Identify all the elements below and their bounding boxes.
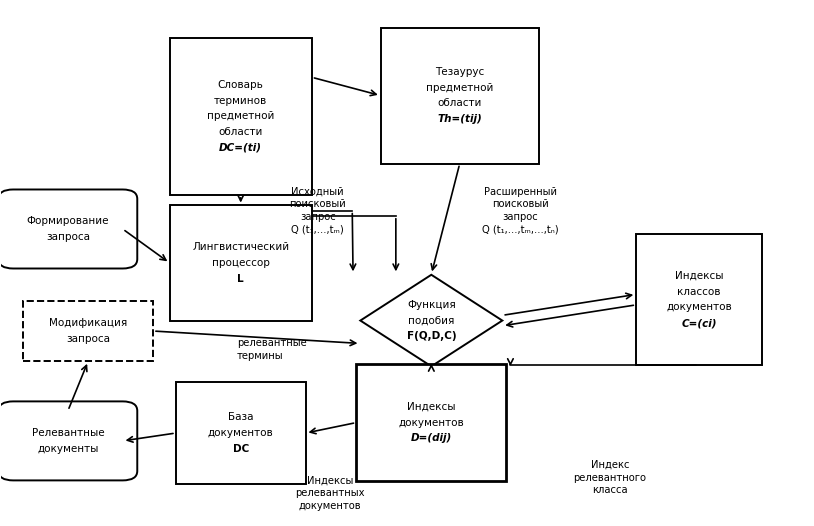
- Text: C=(ci): C=(ci): [681, 318, 717, 328]
- Text: классов: классов: [677, 287, 720, 297]
- Polygon shape: [361, 275, 502, 366]
- FancyBboxPatch shape: [169, 206, 312, 320]
- Text: Модификация: Модификация: [49, 318, 127, 328]
- FancyBboxPatch shape: [0, 189, 138, 268]
- Text: L: L: [238, 274, 244, 284]
- Text: терминов: терминов: [214, 96, 267, 106]
- Text: подобия: подобия: [408, 316, 454, 326]
- Text: Словарь: Словарь: [218, 80, 264, 90]
- Text: предметной: предметной: [207, 112, 274, 122]
- Text: База: База: [228, 412, 253, 422]
- Text: D=(dij): D=(dij): [411, 433, 452, 443]
- Text: Функция: Функция: [407, 300, 456, 310]
- Text: предметной: предметной: [426, 83, 493, 93]
- Text: документов: документов: [208, 428, 274, 438]
- Text: Лингвистический: Лингвистический: [192, 242, 289, 252]
- Text: Индексы: Индексы: [675, 271, 724, 281]
- Text: запроса: запроса: [66, 334, 110, 344]
- Text: области: области: [438, 98, 482, 108]
- FancyBboxPatch shape: [169, 38, 312, 195]
- Text: области: области: [218, 127, 263, 137]
- FancyBboxPatch shape: [381, 27, 539, 164]
- FancyBboxPatch shape: [357, 363, 506, 481]
- FancyBboxPatch shape: [0, 401, 138, 480]
- Text: Th=(tij): Th=(tij): [437, 114, 482, 124]
- FancyBboxPatch shape: [637, 234, 762, 365]
- Text: Релевантные: Релевантные: [32, 428, 104, 438]
- Text: процессор: процессор: [212, 258, 269, 268]
- Text: Индекс
релевантного
класса: Индекс релевантного класса: [573, 460, 646, 495]
- Text: Индексы: Индексы: [407, 402, 456, 412]
- Text: релевантные
термины: релевантные термины: [237, 338, 306, 360]
- FancyBboxPatch shape: [24, 301, 153, 361]
- Text: Расширенный
поисковый
запрос
Q (t₁,...,tₘ,...,tₙ): Расширенный поисковый запрос Q (t₁,...,t…: [482, 187, 559, 234]
- Text: документы: документы: [37, 444, 98, 454]
- Text: запроса: запроса: [46, 232, 90, 242]
- Text: документов: документов: [399, 418, 464, 428]
- Text: Индексы
релевантных
документов: Индексы релевантных документов: [295, 476, 365, 511]
- Text: DC: DC: [233, 444, 249, 454]
- Text: Формирование: Формирование: [27, 216, 109, 226]
- Text: DC=(ti): DC=(ti): [219, 143, 262, 153]
- FancyBboxPatch shape: [176, 382, 305, 484]
- Text: Исходный
поисковый
запрос
Q (t₁,...,tₘ): Исходный поисковый запрос Q (t₁,...,tₘ): [290, 187, 346, 234]
- Text: документов: документов: [666, 302, 732, 312]
- Text: Тезаурус: Тезаурус: [435, 67, 484, 77]
- Text: F(Q,D,C): F(Q,D,C): [406, 331, 456, 341]
